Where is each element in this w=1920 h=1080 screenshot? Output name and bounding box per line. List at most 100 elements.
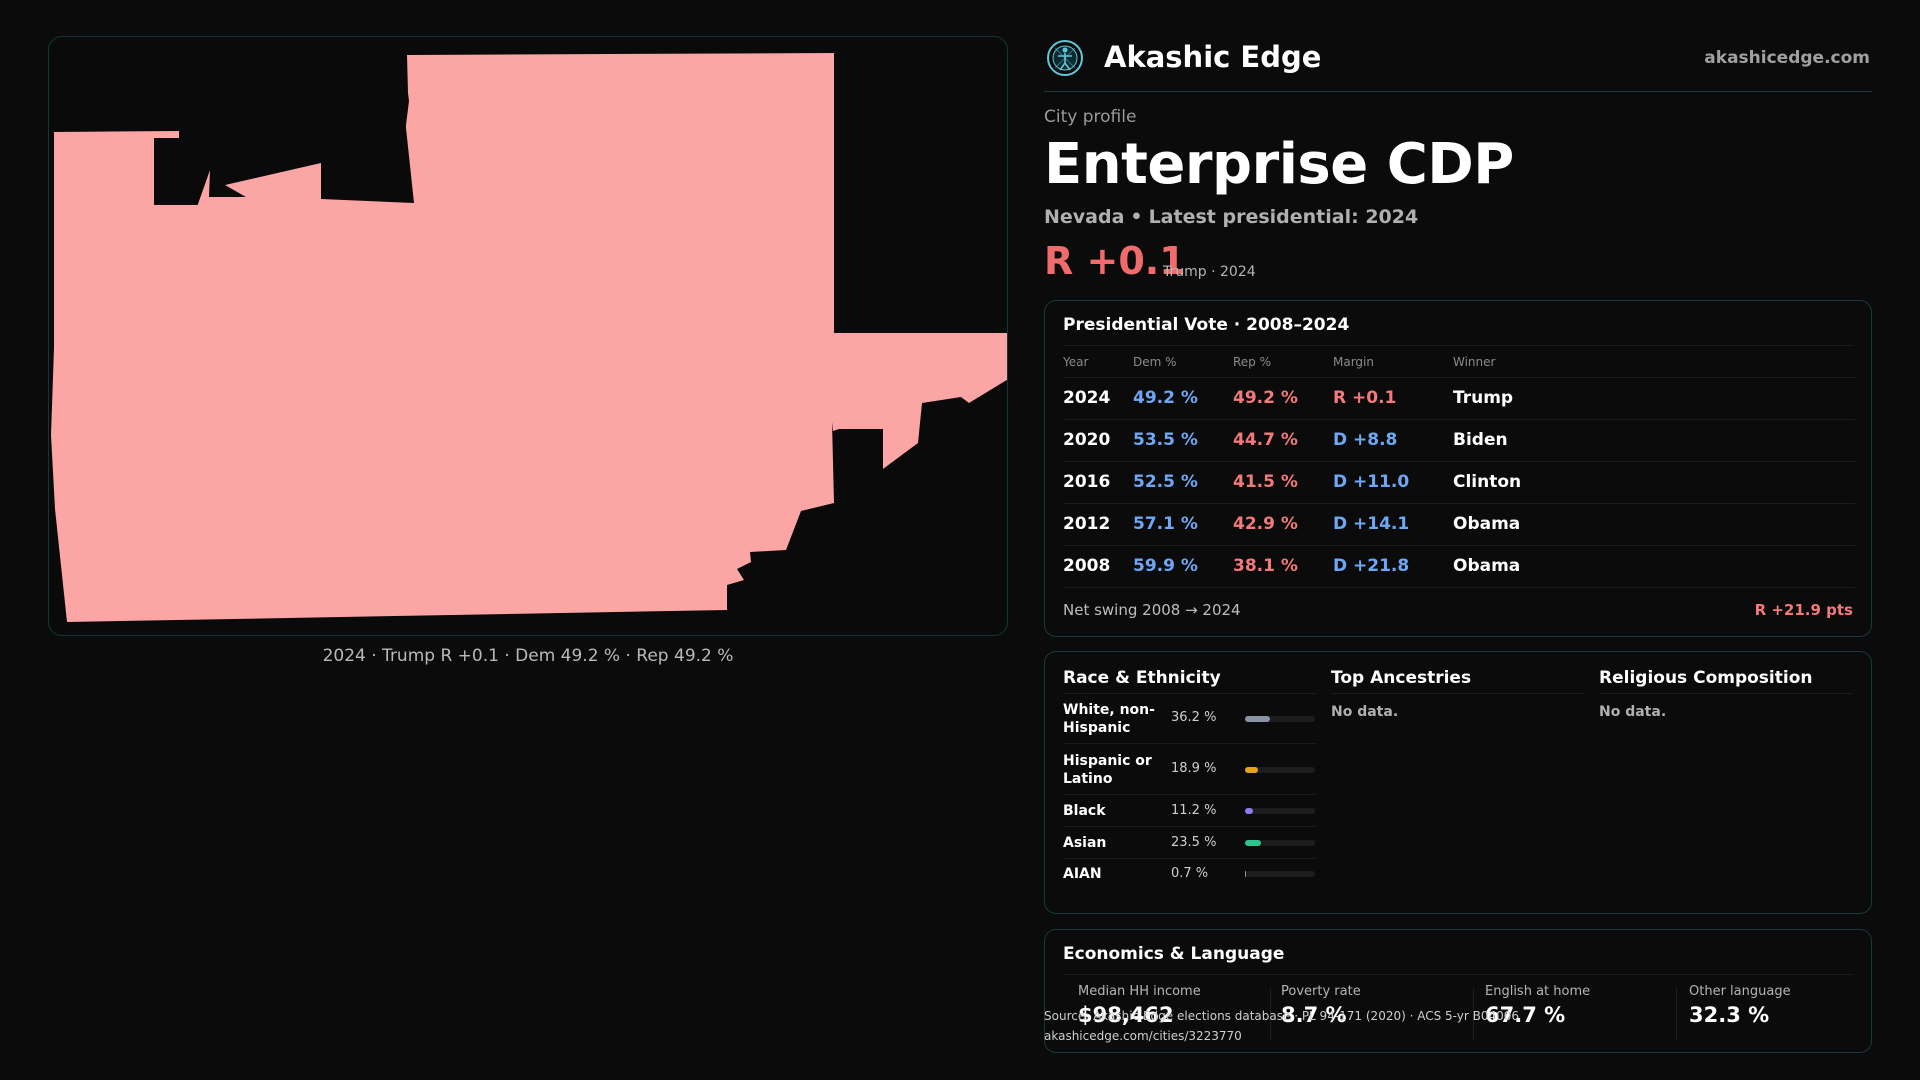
source-citation: Source: Akashic Edge elections database … — [1044, 1009, 1520, 1023]
race-pct: 36.2 % — [1171, 710, 1217, 725]
cell-year: 2020 — [1063, 419, 1133, 462]
net-swing-label: Net swing 2008 → 2024 — [1063, 601, 1241, 619]
stat-value: 8.7 % — [1281, 1003, 1347, 1027]
ancestry-empty-text: No data. — [1331, 704, 1399, 720]
cell-margin: D +11.0 — [1333, 461, 1453, 504]
cell-winner: Clinton — [1453, 461, 1855, 504]
divider — [1063, 974, 1853, 975]
ancestry-title: Top Ancestries — [1331, 664, 1585, 694]
page-eyebrow: City profile — [1044, 107, 1137, 127]
source-footer: Source: Akashic Edge elections database … — [1044, 1006, 1519, 1046]
cell-dem: 52.5 % — [1133, 461, 1233, 504]
stat-value: 32.3 % — [1689, 1003, 1770, 1027]
cell-rep: 49.2 % — [1233, 377, 1333, 420]
headline-margin-detail: Trump · 2024 — [1163, 264, 1256, 280]
race-pct: 23.5 % — [1171, 835, 1217, 850]
divider — [1676, 988, 1677, 1040]
cell-dem: 53.5 % — [1133, 419, 1233, 462]
stat-other-language: Other language 32.3 % — [1689, 984, 1879, 1027]
vote-table-header: Year Dem % Rep % Margin Winner — [1063, 347, 1855, 378]
race-name: Black — [1063, 803, 1106, 819]
profile-panel: Akashic Edge akashicedge.com City profil… — [1044, 36, 1872, 1053]
religion-title: Religious Composition — [1599, 664, 1853, 694]
race-pct: 0.7 % — [1171, 866, 1209, 881]
religion-column: Religious Composition No data. — [1599, 664, 1853, 720]
separator-dot: • — [1130, 206, 1143, 228]
race-bar-track — [1245, 840, 1315, 846]
stat-label: English at home — [1485, 984, 1591, 999]
brand-url[interactable]: akashicedge.com — [1704, 48, 1870, 68]
race-bar-fill — [1245, 767, 1259, 773]
divider — [1270, 988, 1271, 1040]
race-bar-track — [1245, 767, 1315, 773]
cell-year: 2016 — [1063, 461, 1133, 504]
col-dem: Dem % — [1133, 347, 1233, 378]
race-title: Race & Ethnicity — [1063, 664, 1317, 694]
race-row: White, non-Hispanic 36.2 % — [1063, 694, 1317, 744]
race-bar-track — [1245, 808, 1315, 814]
presidential-vote-card: Presidential Vote · 2008–2024 Year Dem %… — [1044, 300, 1872, 637]
stat-poverty-rate: Poverty rate 8.7 % — [1281, 984, 1471, 1027]
net-swing-value: R +21.9 pts — [1754, 601, 1853, 619]
race-row: Black 11.2 % — [1063, 795, 1317, 827]
demographics-card: Race & Ethnicity White, non-Hispanic 36.… — [1044, 651, 1872, 914]
religion-empty-text: No data. — [1599, 704, 1667, 720]
latest-election-label: Latest presidential: 2024 — [1148, 206, 1419, 228]
economics-title: Economics & Language — [1063, 944, 1285, 964]
col-year: Year — [1063, 347, 1133, 378]
cell-winner: Obama — [1453, 503, 1855, 546]
race-pct: 11.2 % — [1171, 803, 1217, 818]
cell-year: 2008 — [1063, 545, 1133, 588]
table-row: 2020 53.5 % 44.7 % D +8.8 Biden — [1063, 419, 1855, 462]
cell-dem: 57.1 % — [1133, 503, 1233, 546]
vote-card-title: Presidential Vote · 2008–2024 — [1063, 315, 1350, 335]
col-rep: Rep % — [1233, 347, 1333, 378]
brand-name: Akashic Edge — [1104, 40, 1322, 74]
race-list: White, non-Hispanic 36.2 % Hispanic or L… — [1063, 694, 1317, 889]
economics-card: Economics & Language Median HH income $9… — [1044, 929, 1872, 1053]
cell-rep: 44.7 % — [1233, 419, 1333, 462]
stat-value: $98,462 — [1078, 1003, 1174, 1027]
race-name: AIAN — [1063, 866, 1102, 882]
cell-winner: Trump — [1453, 377, 1855, 420]
cell-rep: 41.5 % — [1233, 461, 1333, 504]
cell-dem: 59.9 % — [1133, 545, 1233, 588]
race-row: Asian 23.5 % — [1063, 827, 1317, 859]
compass-figure-icon — [1047, 40, 1083, 76]
race-name: Asian — [1063, 835, 1107, 851]
cell-year: 2024 — [1063, 377, 1133, 420]
race-name: White, non-Hispanic — [1063, 702, 1155, 736]
source-url[interactable]: akashicedge.com/cities/3223770 — [1044, 1029, 1242, 1043]
stat-label: Other language — [1689, 984, 1791, 999]
race-bar-fill — [1245, 808, 1253, 814]
table-row: 2008 59.9 % 38.1 % D +21.8 Obama — [1063, 545, 1855, 588]
race-bar-fill — [1245, 840, 1262, 846]
table-row: 2024 49.2 % 49.2 % R +0.1 Trump — [1063, 377, 1855, 420]
race-name: Hispanic or Latino — [1063, 753, 1152, 787]
stat-english-at-home: English at home 67.7 % — [1485, 984, 1675, 1027]
map-caption: 2024 · Trump R +0.1 · Dem 49.2 % · Rep 4… — [322, 646, 734, 666]
divider — [1473, 988, 1474, 1040]
cell-margin: D +14.1 — [1333, 503, 1453, 546]
col-margin: Margin — [1333, 347, 1453, 378]
cell-rep: 38.1 % — [1233, 545, 1333, 588]
race-column: Race & Ethnicity White, non-Hispanic 36.… — [1063, 664, 1317, 889]
stat-label: Median HH income — [1078, 984, 1201, 999]
cell-rep: 42.9 % — [1233, 503, 1333, 546]
cell-margin: R +0.1 — [1333, 377, 1453, 420]
race-bar-track — [1245, 871, 1315, 877]
table-row: 2016 52.5 % 41.5 % D +11.0 Clinton — [1063, 461, 1855, 504]
vote-table: Year Dem % Rep % Margin Winner 2024 49.2… — [1063, 347, 1855, 588]
city-boundary-map — [48, 36, 1008, 636]
race-row: AIAN 0.7 % — [1063, 859, 1317, 889]
race-row: Hispanic or Latino 18.9 % — [1063, 744, 1317, 795]
ancestry-column: Top Ancestries No data. — [1331, 664, 1585, 720]
cell-year: 2012 — [1063, 503, 1133, 546]
cell-winner: Biden — [1453, 419, 1855, 462]
race-pct: 18.9 % — [1171, 761, 1217, 776]
stat-label: Poverty rate — [1281, 984, 1361, 999]
race-bar-track — [1245, 716, 1315, 722]
race-bar-fill — [1245, 716, 1271, 722]
cell-margin: D +8.8 — [1333, 419, 1453, 462]
city-boundary-shape — [51, 53, 1007, 622]
